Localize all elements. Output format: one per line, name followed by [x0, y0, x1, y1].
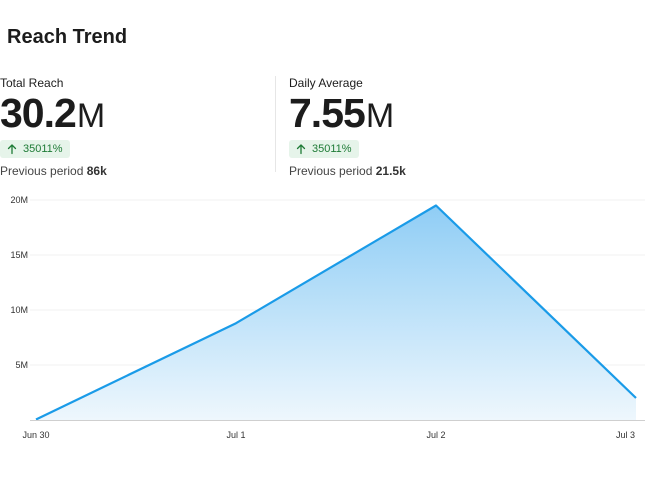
y-tick-label: 10M — [10, 305, 28, 315]
y-tick-label: 5M — [15, 360, 28, 370]
stat-value: 7.55M — [289, 91, 589, 135]
x-tick-label: Jul 3 — [616, 430, 635, 440]
arrow-up-icon — [296, 144, 306, 155]
reach-trend-chart: 5M 10M 15M 20M Jun 30 Jul 1 Jul 2 Jul 3 — [0, 190, 645, 450]
previous-period-label: Previous period — [289, 164, 373, 178]
page-title: Reach Trend — [7, 26, 128, 48]
change-badge: 35011% — [0, 140, 70, 158]
area-chart-svg: 5M 10M 15M 20M Jun 30 Jul 1 Jul 2 Jul 3 — [10, 195, 645, 440]
change-value: 35011% — [312, 143, 352, 155]
previous-period-label: Previous period — [0, 164, 84, 178]
previous-period: Previous period 86k — [0, 164, 270, 178]
area-fill — [36, 205, 636, 420]
previous-period-value: 21.5k — [375, 164, 406, 178]
stat-unit: M — [76, 97, 106, 135]
stat-value: 30.2M — [0, 91, 270, 135]
stat-number: 30.2 — [0, 90, 77, 136]
stat-unit: M — [365, 97, 395, 135]
x-tick-label: Jul 1 — [226, 430, 245, 440]
x-tick-label: Jul 2 — [426, 430, 445, 440]
y-tick-label: 20M — [10, 195, 28, 205]
x-tick-label: Jun 30 — [22, 430, 49, 440]
change-value: 35011% — [23, 143, 63, 155]
change-badge: 35011% — [289, 140, 359, 158]
stat-number: 7.55 — [289, 90, 366, 136]
previous-period-value: 86k — [86, 164, 107, 178]
stat-label: Daily Average — [289, 76, 363, 90]
series-line — [35, 204, 637, 421]
stat-label: Total Reach — [0, 76, 64, 90]
y-tick-label: 15M — [10, 250, 28, 260]
previous-period: Previous period 21.5k — [289, 164, 589, 178]
stat-daily-average: Daily Average 7.55M 35011% Previous peri… — [289, 76, 589, 178]
stat-divider — [275, 76, 276, 172]
arrow-up-icon — [7, 144, 17, 155]
stat-total-reach: Total Reach 30.2M 35011% Previous period… — [0, 76, 270, 178]
